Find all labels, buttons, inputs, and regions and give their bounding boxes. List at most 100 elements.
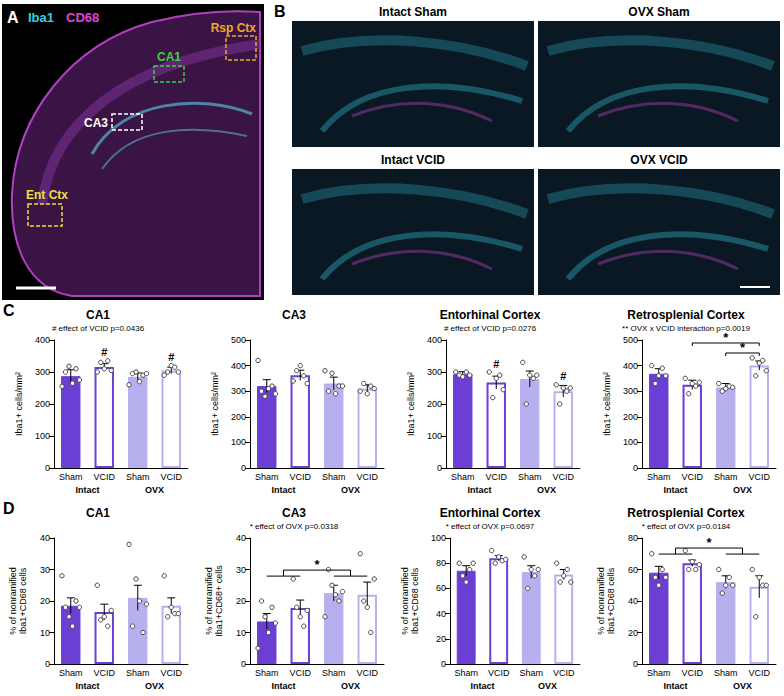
svg-text:100: 100 [231, 437, 246, 447]
svg-text:Iba1+ cells/mm²: Iba1+ cells/mm² [210, 372, 220, 436]
svg-text:Retrosplenial Cortex: Retrosplenial Cortex [627, 506, 745, 520]
svg-text:200: 200 [623, 412, 638, 422]
svg-text:100: 100 [431, 533, 446, 543]
svg-text:Iba1+ cells/mm²: Iba1+ cells/mm² [14, 372, 24, 436]
svg-text:VCID: VCID [681, 668, 703, 678]
svg-text:Iba1: Iba1 [28, 10, 54, 25]
svg-text:300: 300 [231, 386, 246, 396]
svg-text:Sham: Sham [255, 668, 279, 678]
svg-text:Sham: Sham [322, 668, 346, 678]
svg-text:Intact: Intact [467, 485, 491, 495]
svg-text:Intact: Intact [75, 681, 99, 691]
svg-text:Intact VCID: Intact VCID [381, 153, 445, 167]
svg-text:30: 30 [236, 565, 246, 575]
svg-text:# effect of VCID p=0.0436: # effect of VCID p=0.0436 [52, 324, 145, 333]
svg-text:OVX: OVX [341, 485, 360, 495]
svg-text:Intact: Intact [271, 681, 295, 691]
svg-text:A: A [7, 9, 19, 26]
svg-text:* effect of OVX p=0.0318: * effect of OVX p=0.0318 [250, 522, 339, 531]
svg-text:#: # [101, 346, 107, 358]
svg-text:20: 20 [628, 628, 638, 638]
svg-text:CA1: CA1 [157, 50, 181, 64]
svg-text:400: 400 [231, 361, 246, 371]
svg-text:Intact: Intact [663, 681, 687, 691]
svg-text:40: 40 [236, 533, 246, 543]
svg-text:40: 40 [436, 609, 446, 619]
svg-text:Iba1+ cells/mm²: Iba1+ cells/mm² [602, 372, 612, 436]
svg-text:OVX: OVX [341, 681, 360, 691]
svg-text:Sham: Sham [126, 472, 150, 482]
svg-text:Intact Sham: Intact Sham [379, 5, 447, 19]
svg-text:OVX Sham: OVX Sham [628, 5, 689, 19]
svg-text:CA3: CA3 [282, 506, 306, 520]
svg-text:400: 400 [623, 361, 638, 371]
svg-text:200: 200 [427, 399, 442, 409]
svg-text:20: 20 [436, 634, 446, 644]
svg-text:# effect of VCID p=0.0276: # effect of VCID p=0.0276 [444, 324, 537, 333]
svg-text:300: 300 [623, 386, 638, 396]
svg-text:OVX: OVX [145, 681, 164, 691]
svg-text:CD68: CD68 [66, 10, 99, 25]
svg-text:Retrosplenial Cortex: Retrosplenial Cortex [627, 308, 745, 322]
svg-text:Sham: Sham [322, 472, 346, 482]
svg-text:Intact: Intact [470, 681, 494, 691]
svg-text:0: 0 [633, 463, 638, 473]
svg-text:VCID: VCID [356, 472, 378, 482]
svg-text:VCID: VCID [93, 472, 115, 482]
svg-text:Sham: Sham [59, 668, 83, 678]
svg-text:VCID: VCID [160, 472, 182, 482]
svg-text:400: 400 [427, 335, 442, 345]
svg-text:300: 300 [427, 367, 442, 377]
svg-text:VCID: VCID [289, 668, 311, 678]
svg-text:VCID: VCID [93, 668, 115, 678]
svg-text:0: 0 [633, 659, 638, 669]
svg-text:VCID: VCID [356, 668, 378, 678]
svg-text:Ent Ctx: Ent Ctx [26, 188, 68, 202]
svg-text:Intact: Intact [75, 485, 99, 495]
svg-text:B: B [274, 3, 286, 20]
svg-text:Sham: Sham [126, 668, 150, 678]
svg-text:40: 40 [40, 533, 50, 543]
svg-text:Sham: Sham [518, 472, 542, 482]
svg-text:Intact: Intact [663, 485, 687, 495]
svg-text:*: * [314, 557, 320, 572]
svg-text:Sham: Sham [519, 668, 543, 678]
svg-text:VCID: VCID [552, 472, 574, 482]
svg-text:300: 300 [35, 367, 50, 377]
svg-text:Entorhinal Cortex: Entorhinal Cortex [440, 308, 541, 322]
svg-text:OVX: OVX [733, 681, 752, 691]
svg-text:30: 30 [40, 565, 50, 575]
svg-text:80: 80 [628, 533, 638, 543]
svg-text:Rsp Ctx: Rsp Ctx [211, 21, 257, 35]
svg-text:Sham: Sham [647, 668, 671, 678]
svg-text:Entorhinal Cortex: Entorhinal Cortex [440, 506, 541, 520]
svg-text:10: 10 [40, 628, 50, 638]
svg-text:VCID: VCID [160, 668, 182, 678]
svg-text:500: 500 [231, 335, 246, 345]
svg-text:Iba1+CD68 cells: Iba1+CD68 cells [410, 567, 420, 634]
svg-text:#: # [168, 351, 174, 363]
svg-text:#: # [560, 370, 566, 382]
svg-text:0: 0 [45, 659, 50, 669]
svg-text:VCID: VCID [488, 668, 510, 678]
svg-text:0: 0 [45, 463, 50, 473]
svg-text:VCID: VCID [748, 472, 770, 482]
svg-text:OVX: OVX [537, 485, 556, 495]
svg-text:CA1: CA1 [86, 506, 110, 520]
svg-text:20: 20 [236, 596, 246, 606]
svg-text:60: 60 [436, 583, 446, 593]
svg-text:*: * [706, 535, 712, 550]
svg-text:0: 0 [241, 463, 246, 473]
svg-text:Sham: Sham [255, 472, 279, 482]
svg-text:OVX VCID: OVX VCID [630, 153, 688, 167]
svg-text:Iba1+CD68 cells: Iba1+CD68 cells [18, 567, 28, 634]
svg-text:10: 10 [236, 628, 246, 638]
svg-text:Intact: Intact [271, 485, 295, 495]
svg-text:% of nonramified: % of nonramified [8, 567, 18, 635]
svg-text:OVX: OVX [538, 681, 557, 691]
svg-text:VCID: VCID [485, 472, 507, 482]
svg-text:100: 100 [35, 431, 50, 441]
svg-text:CA1: CA1 [86, 308, 110, 322]
svg-text:Sham: Sham [451, 472, 475, 482]
svg-text:Sham: Sham [59, 472, 83, 482]
